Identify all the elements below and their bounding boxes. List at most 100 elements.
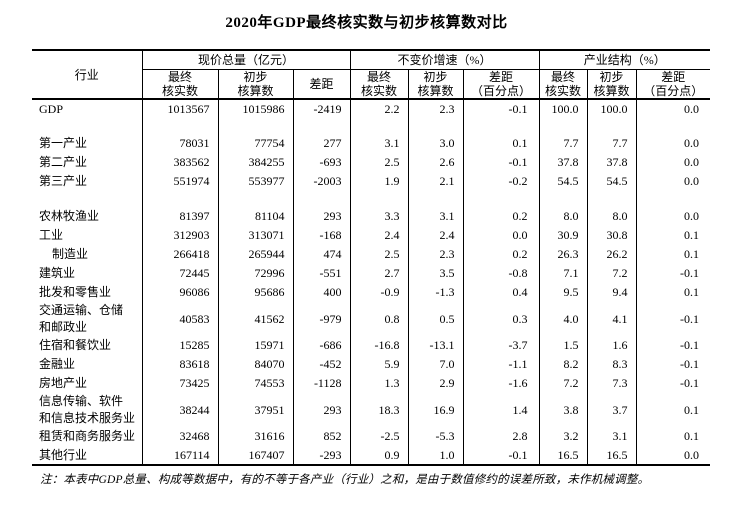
value-cell: 3.7: [587, 393, 637, 427]
value-cell: 400: [293, 283, 351, 302]
row-label: 信息传输、软件 和信息技术服务业: [32, 393, 143, 427]
value-cell: -0.1: [680, 357, 699, 371]
value-cell: 0.9: [350, 446, 409, 465]
value-cell: 38244: [142, 393, 219, 427]
value-cell: -686: [293, 336, 351, 355]
value-cell: [218, 118, 294, 134]
value-cell: 0.0: [684, 447, 699, 462]
row-label: 金融业: [32, 355, 143, 374]
value-cell: 16.9: [408, 393, 464, 427]
value-cell: 2.1: [408, 172, 464, 191]
row-label: 交通运输、仓储 和邮政业: [32, 302, 143, 336]
value-cell: 2.9: [408, 374, 464, 393]
value-cell: 2.2: [350, 99, 409, 118]
sub-header-gap-3: 差距 （百分点）: [636, 69, 710, 100]
value-cell: 3.3: [350, 207, 409, 226]
value-cell: 26.3: [539, 245, 588, 264]
value-cell: 266418: [142, 245, 219, 264]
table-row: 其他行业 167114 167407 -293 0.9 1.0 -0.1 16.5 16.5 0.…: [32, 446, 710, 465]
value-cell: 852: [293, 427, 351, 446]
table-row: 交通运输、仓储 和邮政业 40583 41562 -979 0.8 0.5 0.3 4.0 4.…: [32, 302, 710, 336]
value-cell: [539, 191, 588, 207]
value-cell: 0.1: [463, 134, 540, 153]
table-row: 建筑业 72445 72996 -551 2.7 3.5 -0.8 7.1 7.2 -0.1: [32, 264, 710, 283]
value-cell: 3.2: [539, 427, 588, 446]
value-cell: 16.5: [587, 446, 637, 465]
value-cell: 95686: [218, 283, 294, 302]
value-cell: 2.4: [350, 226, 409, 245]
row-label: 第三产业: [32, 172, 143, 191]
value-cell: -979: [293, 302, 351, 336]
footnote: 注：本表中GDP总量、构成等数据中，有的不等于各产业（行业）之和，是由于数值修约…: [40, 474, 650, 486]
value-cell: 0.2: [463, 245, 540, 264]
table-row: 工业 312903 313071 -168 2.4 2.4 0.0 30.9 30.8 0.1: [32, 226, 710, 245]
sub-header-preliminary-2: 初步 核算数: [408, 69, 464, 100]
value-cell: 0.2: [463, 207, 540, 226]
value-cell: 474: [293, 245, 351, 264]
value-cell: 5.9: [350, 355, 409, 374]
sub-header-final-verified-1: 最终 核实数: [142, 69, 219, 100]
group-header-industry-structure: 产业结构（%）: [539, 50, 710, 70]
value-cell: 7.2: [539, 374, 588, 393]
value-cell: 30.9: [539, 226, 588, 245]
value-cell: 2.3: [408, 245, 464, 264]
value-cell: 74553: [218, 374, 294, 393]
value-cell: 3.1: [350, 134, 409, 153]
value-cell: [463, 191, 540, 207]
value-cell: 26.2: [587, 245, 637, 264]
sub-header-gap-1: 差距: [293, 69, 351, 100]
table-row: 第一产业 78031 77754 277 3.1 3.0 0.1 7.7 7.7 0.0: [32, 134, 710, 153]
value-cell: -168: [293, 226, 351, 245]
value-cell: 0.0: [684, 209, 699, 223]
value-cell: 3.5: [408, 264, 464, 283]
value-cell: [350, 191, 409, 207]
value-cell: 77754: [218, 134, 294, 153]
value-cell: 7.2: [587, 264, 637, 283]
value-cell: 2.3: [408, 99, 464, 118]
value-cell: 8.0: [587, 207, 637, 226]
value-cell: 9.5: [539, 283, 588, 302]
row-label: [32, 118, 143, 134]
value-cell: 7.1: [539, 264, 588, 283]
value-cell: -0.8: [463, 264, 540, 283]
value-cell: 0.0: [463, 226, 540, 245]
row-label: 租赁和商务服务业: [32, 427, 143, 446]
table-row: GDP 1013567 1015986 -2419 2.2 2.3 -0.1 100.0 100…: [32, 99, 710, 118]
table-row: 房地产业 73425 74553 -1128 1.3 2.9 -1.6 7.2 7.3 -0.1: [32, 374, 710, 393]
value-cell: [636, 118, 710, 134]
gdp-comparison-table: 行业 现价总量（亿元） 不变价增速（%） 产业结构（%） 最终 核实数 初步 核…: [32, 49, 710, 466]
value-cell: [463, 118, 540, 134]
row-label: 建筑业: [32, 264, 143, 283]
table-header: 行业 现价总量（亿元） 不变价增速（%） 产业结构（%） 最终 核实数 初步 核…: [32, 50, 710, 100]
value-cell: -0.1: [680, 376, 699, 390]
value-cell: -1.1: [463, 355, 540, 374]
spacer-row: [32, 191, 710, 207]
value-cell: 1.3: [350, 374, 409, 393]
sub-header-preliminary-3: 初步 核算数: [587, 69, 637, 100]
row-label: GDP: [32, 99, 143, 118]
table-body: GDP 1013567 1015986 -2419 2.2 2.3 -0.1 100.0 100…: [32, 99, 710, 465]
value-cell: 2.5: [350, 153, 409, 172]
value-cell: 15285: [142, 336, 219, 355]
value-cell: 100.0: [539, 99, 588, 118]
value-cell: 8.2: [539, 355, 588, 374]
value-cell: 78031: [142, 134, 219, 153]
value-cell: 54.5: [587, 172, 637, 191]
value-cell: 8.0: [539, 207, 588, 226]
row-label: [32, 191, 143, 207]
table-row: 第二产业 383562 384255 -693 2.5 2.6 -0.1 37.8 37.8 0.…: [32, 153, 710, 172]
value-cell: 9.4: [587, 283, 637, 302]
value-cell: 100.0: [587, 99, 637, 118]
value-cell: -5.3: [408, 427, 464, 446]
value-cell: 0.8: [350, 302, 409, 336]
value-cell: 167114: [142, 446, 219, 465]
value-cell: 0.0: [684, 136, 699, 150]
row-label: 制造业: [32, 245, 143, 264]
value-cell: 4.1: [587, 302, 637, 336]
table-row: 第三产业 551974 553977 -2003 1.9 2.1 -0.2 54.5 54.5 0…: [32, 172, 710, 191]
value-cell: 384255: [218, 153, 294, 172]
value-cell: 553977: [218, 172, 294, 191]
value-cell: 37.8: [587, 153, 637, 172]
value-cell: -2.5: [350, 427, 409, 446]
header-sub-row: 最终 核实数 初步 核算数 差距 最终 核实数 初步 核算数 差距 （百分点） …: [32, 69, 710, 100]
